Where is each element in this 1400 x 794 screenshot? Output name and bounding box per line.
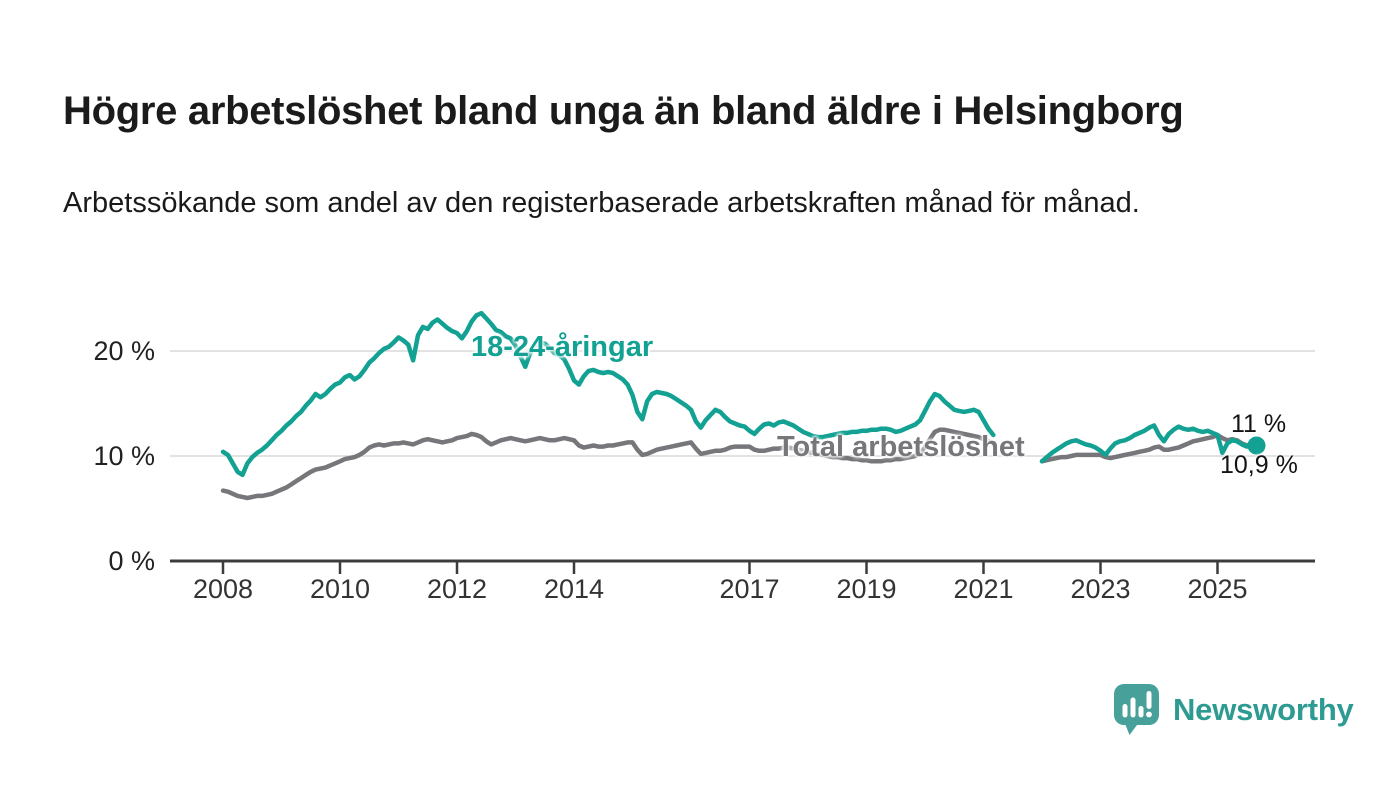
- x-tick-label: 2021: [953, 574, 1013, 604]
- line-youth: [220, 310, 1259, 478]
- y-tick-label: 0 %: [108, 546, 155, 576]
- end-value-label-total: 10,9 %: [1220, 451, 1298, 479]
- chart-title: Högre arbetslöshet bland unga än bland ä…: [63, 88, 1184, 133]
- x-tick-label: 2012: [427, 574, 487, 604]
- newsworthy-wordmark: Newsworthy: [1173, 691, 1354, 727]
- series-label-youth: 18-24-åringar: [471, 331, 654, 363]
- newsworthy-speech-bubble-chart-icon: [1114, 684, 1159, 735]
- x-tick-label: 2008: [193, 574, 253, 604]
- latest-value-dot: [1247, 436, 1266, 455]
- newsworthy-logo: Newsworthy: [1113, 683, 1354, 736]
- series-label-total: Total arbetslöshet: [777, 431, 1025, 463]
- x-tick-label: 2019: [836, 574, 896, 604]
- x-tick-label: 2010: [310, 574, 370, 604]
- y-tick-label: 20 %: [93, 336, 155, 366]
- x-tick-label: 2014: [544, 574, 604, 604]
- x-tick-label: 2025: [1187, 574, 1247, 604]
- line-total: [220, 427, 1259, 501]
- end-value-label-youth: 11 %: [1231, 410, 1287, 438]
- x-tick-label: 2017: [719, 574, 779, 604]
- x-tick-label: 2023: [1070, 574, 1130, 604]
- y-tick-label: 10 %: [93, 441, 155, 471]
- chart-subtitle: Arbetssökande som andel av den registerb…: [63, 187, 1140, 219]
